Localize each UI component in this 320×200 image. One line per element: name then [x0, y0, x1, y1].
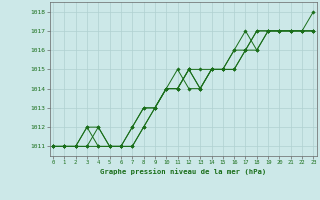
X-axis label: Graphe pression niveau de la mer (hPa): Graphe pression niveau de la mer (hPa): [100, 168, 266, 175]
